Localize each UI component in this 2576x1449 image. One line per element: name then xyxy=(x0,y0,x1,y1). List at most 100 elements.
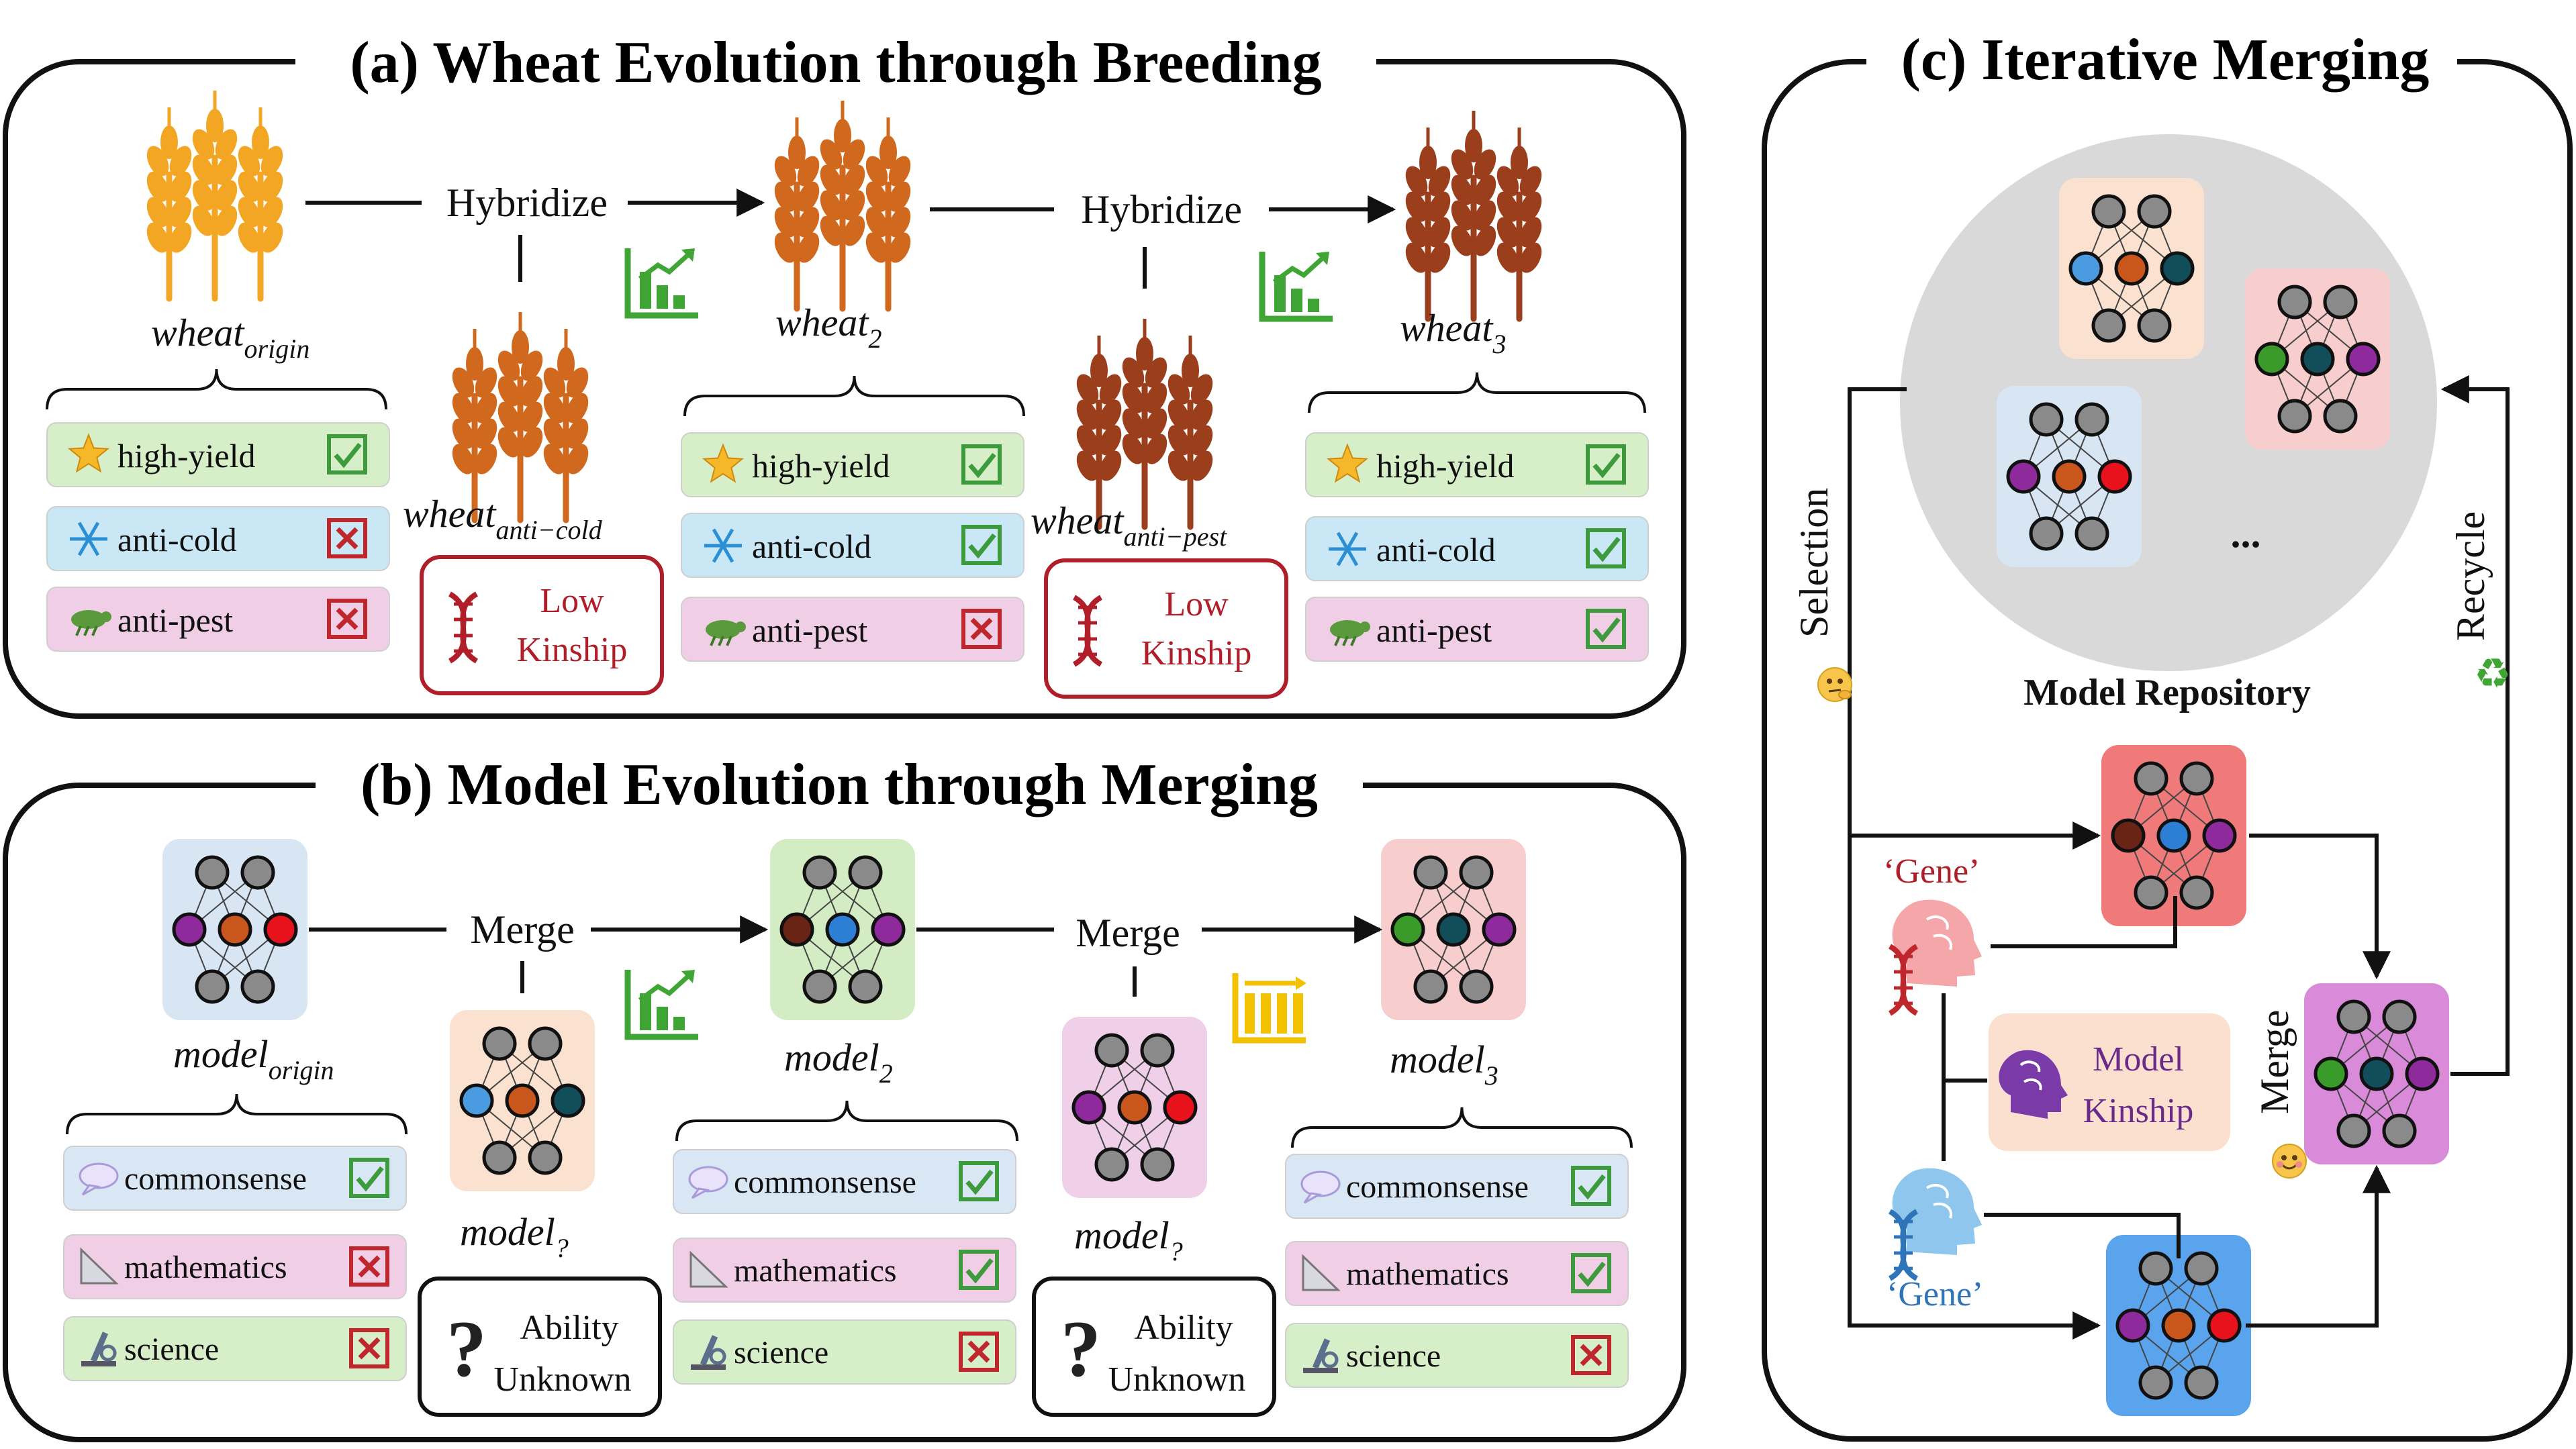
selection-label: Selection xyxy=(1792,488,1836,638)
ability-unknown-box-2: ? Ability Unknown xyxy=(1032,1277,1276,1417)
wheat-origin-icon xyxy=(146,91,283,302)
ability-box-commonsense: commonsense xyxy=(673,1149,1016,1214)
model-network-icons xyxy=(162,839,1526,1198)
trait-box-anti-pest: anti-pest xyxy=(46,587,390,652)
happy-face-icon xyxy=(2272,1144,2307,1179)
head-icon xyxy=(1892,899,1982,987)
brain-icon xyxy=(1999,1050,2068,1119)
dna-icon xyxy=(1072,595,1103,667)
trait-box-anti-pest: anti-pest xyxy=(1305,597,1649,662)
repository-model-icon xyxy=(2059,178,2204,359)
brace-group-a xyxy=(46,368,1646,417)
brace-group-b xyxy=(66,1093,1633,1148)
dna-icon xyxy=(448,591,479,664)
svg-text:Low: Low xyxy=(540,582,604,620)
repository-model-icon xyxy=(2245,268,2390,450)
wheat-trait-boxes: high-yield anti-cold anti-pest high-yield an… xyxy=(46,422,1649,662)
wheat-2-label: wheat2 xyxy=(775,301,882,354)
thinking-face-icon xyxy=(1817,667,1852,702)
ability-box-commonsense: commonsense xyxy=(63,1146,407,1211)
speech-bubble-icon xyxy=(79,1162,119,1196)
dna-icon xyxy=(1888,1209,1919,1281)
model-ability-boxes: commonsense mathematics science commonsense… xyxy=(63,1146,1629,1388)
low-kinship-box-2: Low Kinship xyxy=(1044,558,1288,699)
trait-label: anti-pest xyxy=(1376,611,1492,649)
ability-label: commonsense xyxy=(124,1161,307,1197)
panel-a: (a) Wheat Evolution through Breeding Hyb… xyxy=(3,27,1686,719)
selected-model-red-icon xyxy=(2101,745,2246,926)
ability-label: science xyxy=(124,1332,219,1367)
model-unknown-icon xyxy=(450,1010,595,1191)
dna-icon xyxy=(1888,944,1919,1016)
repository-ellipsis: ... xyxy=(2231,511,2261,556)
trait-label: anti-pest xyxy=(752,611,867,649)
wheat-2-icon xyxy=(774,101,911,312)
gene-label-blue: ‘Gene’ xyxy=(1887,1275,1983,1313)
selected-model-blue-icon xyxy=(2106,1235,2251,1416)
model-origin-label: modelorigin xyxy=(173,1032,334,1085)
model-2-icon xyxy=(770,839,915,1020)
merged-model-icon xyxy=(2304,983,2449,1164)
wheat-origin-label: wheatorigin xyxy=(151,311,309,364)
svg-text:Kinship: Kinship xyxy=(517,631,628,669)
repository-model-icons xyxy=(1997,178,2449,1416)
model-unknown-label-1: model? xyxy=(460,1210,569,1263)
merge-label-2: Merge xyxy=(1076,911,1180,955)
svg-text:Unknown: Unknown xyxy=(1108,1360,1245,1399)
trait-label: high-yield xyxy=(1376,447,1515,485)
wheat-anti-pest-icon xyxy=(1076,319,1213,530)
ability-label: mathematics xyxy=(124,1250,287,1285)
svg-text:Kinship: Kinship xyxy=(1141,634,1252,672)
microscope-icon xyxy=(691,1335,726,1370)
star-icon xyxy=(1326,443,1369,483)
trait-label: high-yield xyxy=(117,437,256,474)
ruler-triangle-icon xyxy=(689,1250,728,1288)
hybridize-label-2: Hybridize xyxy=(1081,187,1242,232)
trait-label: anti-pest xyxy=(117,601,233,639)
wheat-anti-cold-label: wheatanti−cold xyxy=(403,492,603,545)
recycle-label: Recycle xyxy=(2448,511,2493,641)
bar-chart-up-icon xyxy=(1259,252,1333,322)
star-icon xyxy=(702,443,745,483)
low-kinship-box-1: Low Kinship xyxy=(420,555,664,695)
bug-icon xyxy=(71,610,111,636)
snowflake-icon xyxy=(704,528,742,563)
recycle-icon: ♻ xyxy=(2474,652,2512,697)
gene-label-red: ‘Gene’ xyxy=(1883,852,1980,891)
ability-box-science: science xyxy=(63,1316,407,1381)
ability-label: commonsense xyxy=(1346,1169,1529,1205)
snowflake-icon xyxy=(70,521,107,556)
model-unknown-icon xyxy=(1062,1017,1207,1198)
svg-text:Model: Model xyxy=(2093,1040,2184,1079)
ability-label: mathematics xyxy=(734,1253,897,1289)
microscope-icon xyxy=(1303,1338,1339,1373)
question-mark-icon: ? xyxy=(1061,1304,1101,1393)
trait-box-high-yield: high-yield xyxy=(1305,432,1649,497)
bug-icon xyxy=(1330,620,1370,646)
trait-box-anti-cold: anti-cold xyxy=(46,506,390,571)
trait-box-anti-cold: anti-cold xyxy=(681,513,1024,578)
model-unknown-label-2: model? xyxy=(1074,1213,1183,1266)
panel-c: (c) Iterative Merging ... Model Reposito… xyxy=(1762,23,2573,1442)
model-repository-label: Model Repository xyxy=(2023,672,2311,713)
model-2-label: model2 xyxy=(784,1036,893,1089)
bar-chart-up-icon xyxy=(624,970,698,1040)
model-3-label: model3 xyxy=(1390,1038,1498,1091)
svg-text:Low: Low xyxy=(1164,585,1229,623)
ability-label: science xyxy=(1346,1338,1441,1374)
snowflake-icon xyxy=(1329,532,1366,566)
trait-box-anti-cold: anti-cold xyxy=(1305,516,1649,581)
panel-a-title: (a) Wheat Evolution through Breeding xyxy=(350,30,1321,95)
svg-text:Ability: Ability xyxy=(520,1309,618,1347)
ability-box-science: science xyxy=(673,1319,1016,1385)
bar-chart-flat-icon xyxy=(1232,973,1306,1044)
wheat-3-label: wheat3 xyxy=(1400,306,1507,359)
model-origin-icon xyxy=(162,839,307,1020)
star-icon xyxy=(67,433,110,473)
ability-unknown-box-1: ? Ability Unknown xyxy=(418,1277,662,1417)
panel-b: (b) Model Evolution through Merging Merg… xyxy=(3,748,1686,1442)
ability-label: mathematics xyxy=(1346,1256,1509,1292)
wheat-anti-pest-label: wheatanti−pest xyxy=(1031,499,1227,552)
trait-label: anti-cold xyxy=(752,528,871,565)
